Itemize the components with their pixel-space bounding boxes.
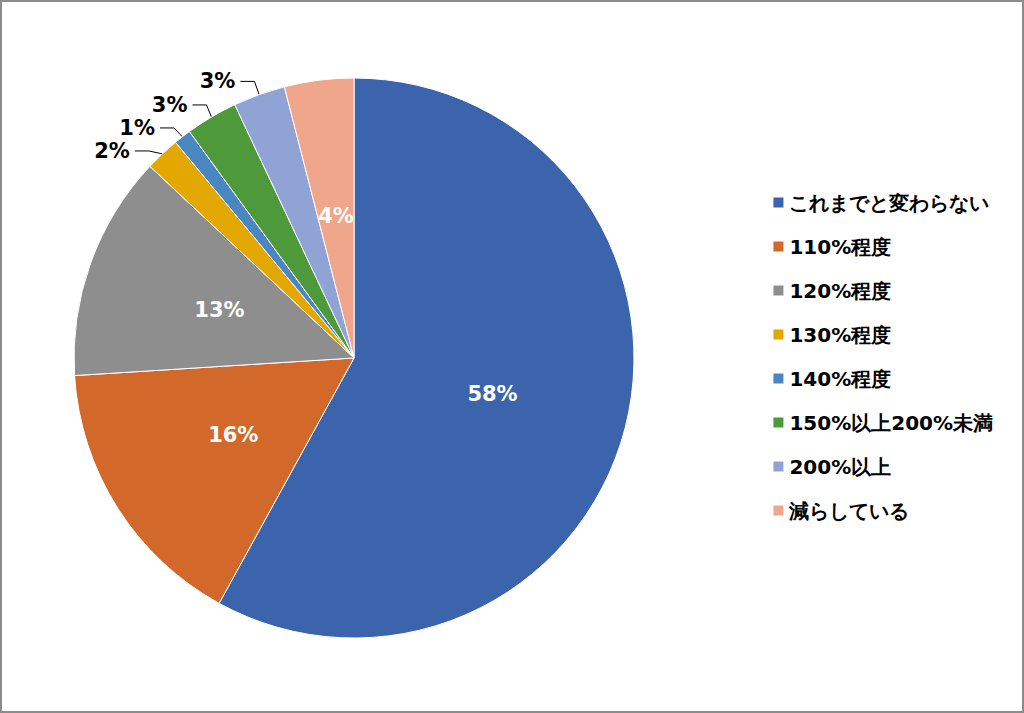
svg-text:減らしている: 減らしている <box>788 499 909 523</box>
svg-text:110%程度: 110%程度 <box>789 235 891 259</box>
svg-text:3%: 3% <box>152 93 188 117</box>
svg-text:150%以上200%未満: 150%以上200%未満 <box>789 411 993 435</box>
svg-text:1%: 1% <box>119 116 155 140</box>
svg-text:120%程度: 120%程度 <box>789 279 891 303</box>
svg-text:16%: 16% <box>208 423 258 447</box>
svg-text:2%: 2% <box>94 139 130 163</box>
svg-text:58%: 58% <box>467 382 517 406</box>
svg-text:200%以上: 200%以上 <box>789 455 891 479</box>
svg-text:これまでと変わらない: これまでと変わらない <box>789 191 989 215</box>
svg-text:13%: 13% <box>194 298 244 322</box>
svg-text:3%: 3% <box>200 69 236 93</box>
svg-text:140%程度: 140%程度 <box>789 367 891 391</box>
svg-text:130%程度: 130%程度 <box>789 323 891 347</box>
svg-text:4%: 4% <box>318 204 354 228</box>
